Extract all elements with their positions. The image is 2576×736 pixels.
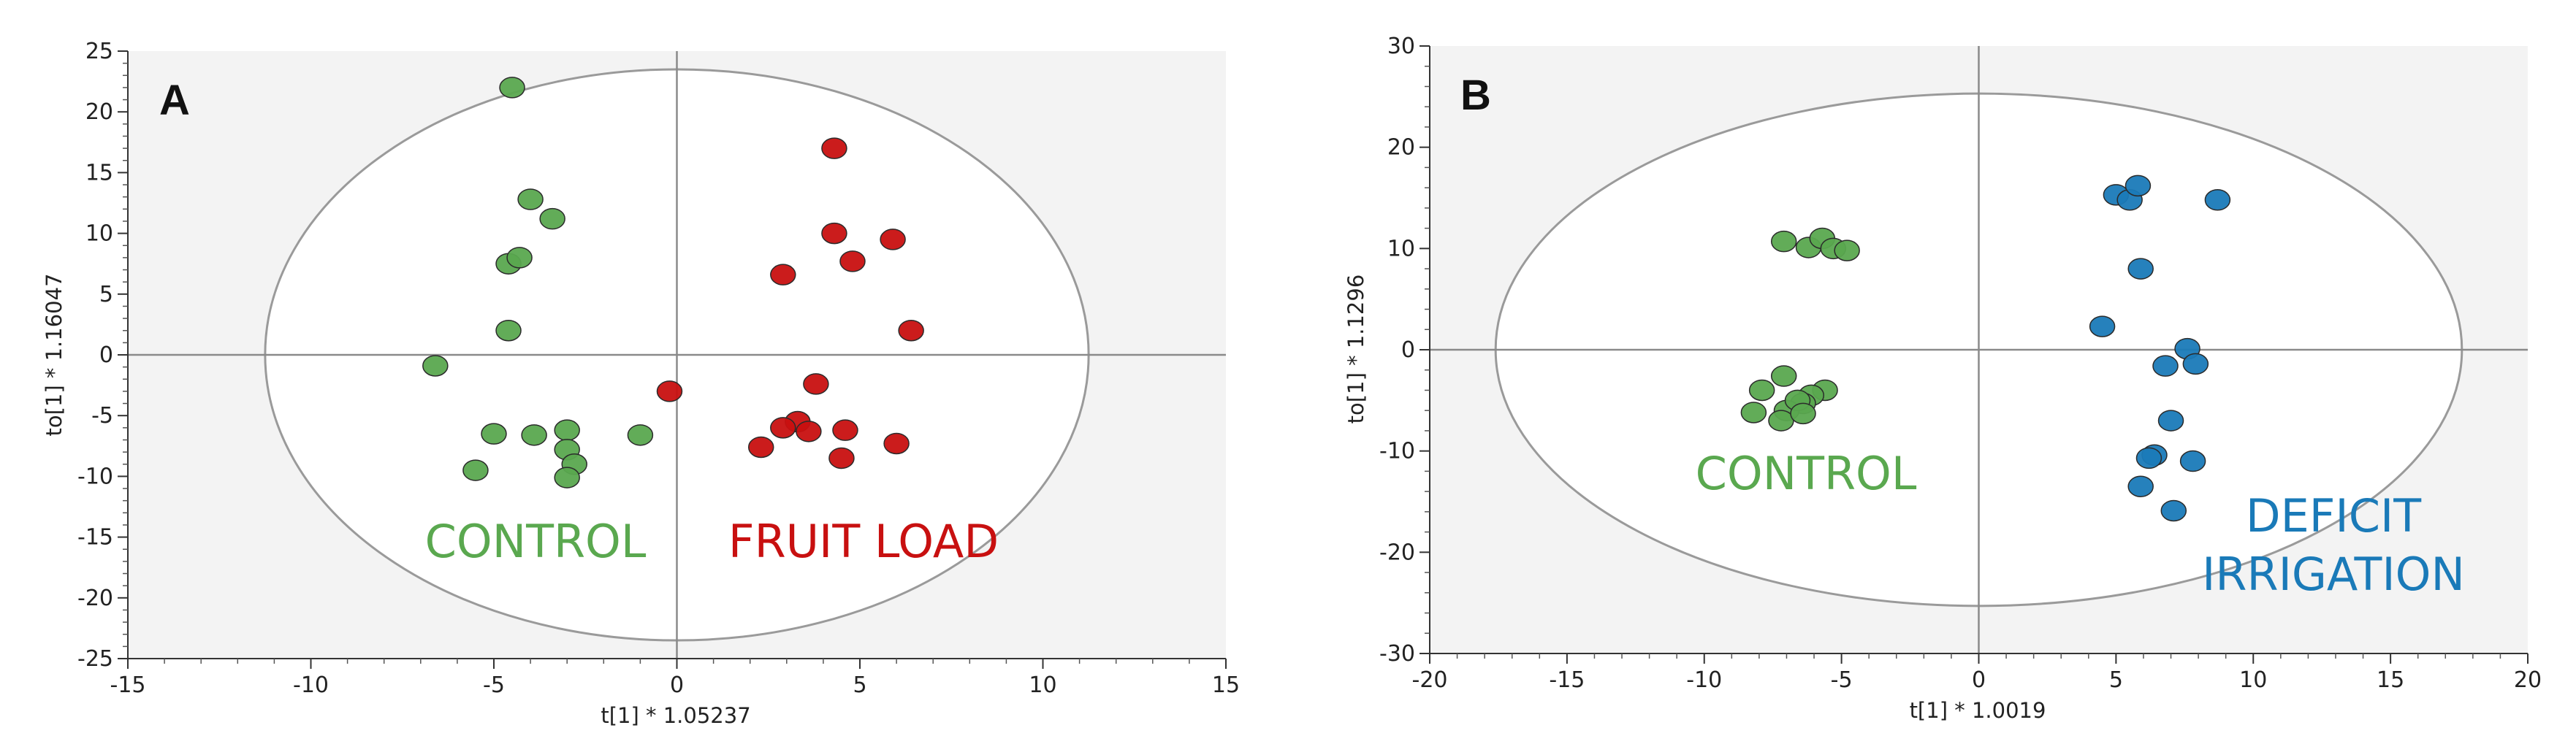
data-point [2179, 450, 2206, 472]
series-0 [422, 77, 654, 488]
y-tick-label: 20 [1387, 135, 1415, 161]
data-point [2125, 175, 2152, 197]
data-point [2204, 189, 2231, 211]
x-tick-label: 15 [1212, 672, 1240, 698]
panel-label: A [159, 77, 190, 124]
data-point [2089, 315, 2116, 337]
x-tick-label: 5 [853, 672, 866, 698]
y-tick-label: 0 [99, 342, 113, 368]
data-point [747, 436, 774, 459]
scatter-panel-a: -15 -10 -5 0 5 10 15 -25 -20 -15 -10 -5 0 5 10 15 20 25 t[… [42, 39, 1240, 728]
data-point [1790, 402, 1816, 425]
data-point [898, 319, 924, 342]
y-tick-label: 10 [1387, 236, 1415, 261]
x-tick-label: -15 [1549, 667, 1585, 693]
y-tick-label: 30 [1387, 34, 1415, 59]
y-tick-label: -5 [91, 403, 113, 429]
data-point [832, 419, 858, 441]
x-tick-label: 15 [2377, 667, 2404, 693]
data-point [828, 447, 855, 469]
x-axis-label: t[1] * 1.0019 [1910, 698, 2046, 723]
data-point [2152, 355, 2179, 377]
y-axis-label: to[1] * 1.16047 [42, 273, 66, 436]
group-label-line2: IRRIGATION [2202, 548, 2465, 601]
y-tick-label: -10 [1379, 439, 1415, 464]
data-point [1834, 239, 1860, 261]
x-tick-label: -10 [1686, 667, 1722, 693]
data-point [1768, 410, 1794, 432]
data-point [880, 229, 906, 250]
y-tick-label: 10 [85, 221, 113, 247]
series-1 [656, 137, 924, 469]
x-tick-label: -20 [1412, 667, 1448, 693]
data-point [1770, 365, 1797, 387]
data-point [656, 380, 683, 402]
x-tick-label: -10 [293, 672, 329, 698]
x-tick-label: 20 [2514, 667, 2542, 693]
y-tick-label: 20 [85, 99, 113, 125]
panel-label: B [1460, 72, 1491, 119]
data-point [2182, 353, 2209, 375]
y-axis-label: to[1] * 1.1296 [1344, 275, 1368, 424]
group-label: CONTROL [1696, 447, 1917, 500]
group-label: DEFICIT [2246, 489, 2422, 543]
group-label: CONTROL [425, 515, 647, 568]
x-axis-label: t[1] * 1.05237 [601, 703, 750, 728]
data-point [521, 424, 547, 446]
data-point [2127, 475, 2154, 497]
data-point [1748, 379, 1775, 402]
data-point [495, 319, 522, 342]
data-point [1740, 402, 1767, 423]
data-point [883, 432, 910, 455]
data-point [2157, 410, 2184, 432]
data-point [462, 459, 489, 481]
data-point [554, 467, 580, 488]
y-tick-label: -30 [1379, 641, 1415, 667]
y-tick-label: -15 [77, 525, 113, 551]
y-tick-label: 15 [85, 160, 113, 185]
data-point [821, 137, 847, 159]
group-label: FRUIT LOAD [728, 515, 999, 568]
y-tick-label: -25 [77, 646, 113, 672]
data-point [2127, 258, 2154, 280]
y-tick-label: -20 [77, 586, 113, 611]
x-tick-label: 5 [2109, 667, 2123, 693]
data-point [506, 247, 533, 269]
y-tick-label: 5 [99, 282, 113, 307]
data-point [2160, 499, 2187, 522]
y-tick-label: 0 [1401, 337, 1415, 363]
x-tick-label: -15 [110, 672, 146, 698]
x-tick-label: -5 [1831, 667, 1853, 693]
y-tick-label: 25 [85, 39, 113, 64]
data-point [803, 373, 829, 395]
scatter-panel-b: -20 -15 -10 -5 0 5 10 15 20-30-20-100102030t[1] … [1344, 34, 2542, 723]
x-tick-label: 0 [670, 672, 684, 698]
x-tick-label: 10 [1029, 672, 1056, 698]
series-0 [1740, 227, 1860, 432]
data-point [2135, 447, 2162, 469]
data-point [422, 355, 449, 377]
x-tick-label: -5 [483, 672, 505, 698]
data-point [517, 188, 544, 210]
data-point [539, 207, 565, 230]
x-tick-label: 0 [1972, 667, 1986, 693]
y-tick-label: -10 [77, 464, 113, 489]
x-tick-label: 10 [2239, 667, 2267, 693]
data-point [1770, 230, 1797, 253]
data-point [796, 421, 822, 442]
data-point [770, 417, 796, 439]
y-tick-label: -20 [1379, 540, 1415, 565]
data-point [839, 250, 866, 272]
series-1 [2089, 175, 2231, 522]
data-point [499, 77, 525, 99]
data-point [481, 423, 507, 445]
data-point [821, 222, 847, 245]
data-point [627, 424, 654, 446]
data-point [770, 264, 796, 285]
data-point [554, 419, 580, 441]
